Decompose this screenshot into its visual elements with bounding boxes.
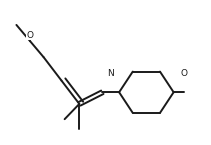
Text: O: O: [181, 69, 188, 78]
Text: N: N: [107, 69, 114, 78]
Text: O: O: [27, 31, 34, 40]
